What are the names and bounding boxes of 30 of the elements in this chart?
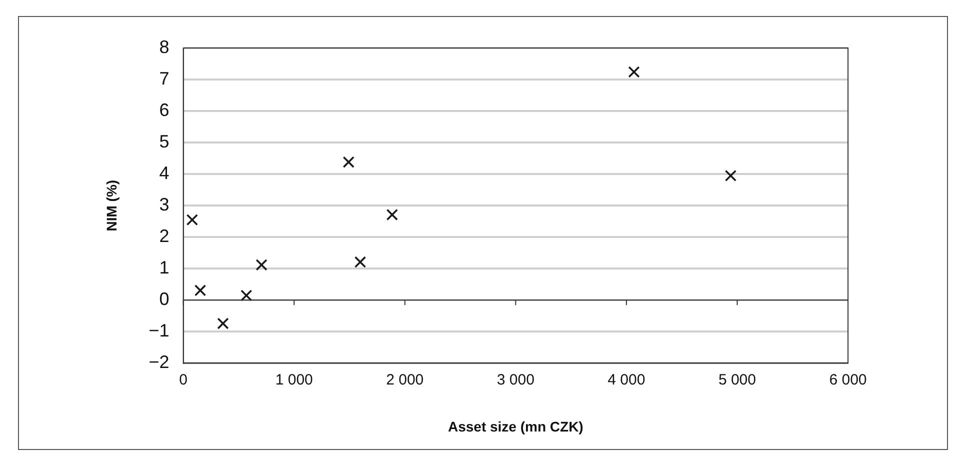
point: [240, 290, 252, 302]
y-tick-label: 7: [159, 68, 170, 88]
y-tick-label: 2: [159, 226, 170, 246]
x-tick-label: 4 000: [608, 371, 646, 388]
x-tick-label: 5 000: [718, 371, 756, 388]
x-tick-label: 0: [179, 371, 188, 388]
y-tick-label: −2: [148, 352, 170, 372]
y-tick-label: 5: [159, 132, 170, 152]
x-tick-label: 1 000: [275, 371, 313, 388]
y-tick-label: 0: [159, 289, 170, 310]
y-tick-label: 8: [159, 36, 170, 57]
point: [724, 170, 737, 182]
point: [186, 214, 198, 226]
point: [386, 208, 398, 221]
point: [628, 66, 640, 78]
point: [354, 256, 366, 268]
x-tick-label: 6 000: [829, 371, 867, 388]
y-tick-label: 1: [159, 258, 170, 278]
y-tick-label: 3: [159, 194, 170, 215]
point: [342, 156, 354, 168]
y-tick-label: 6: [159, 100, 170, 120]
point: [256, 259, 268, 271]
point: [194, 284, 206, 296]
point: [217, 318, 229, 330]
y-tick-label: 4: [159, 163, 170, 184]
x-tick-label: 2 000: [386, 371, 424, 388]
x-tick-label: 3 000: [496, 371, 534, 388]
x-axis-title: Asset size (mn CZK): [448, 418, 584, 434]
y-tick-label: −1: [148, 320, 170, 341]
y-axis-title: NIM (%): [103, 180, 120, 232]
